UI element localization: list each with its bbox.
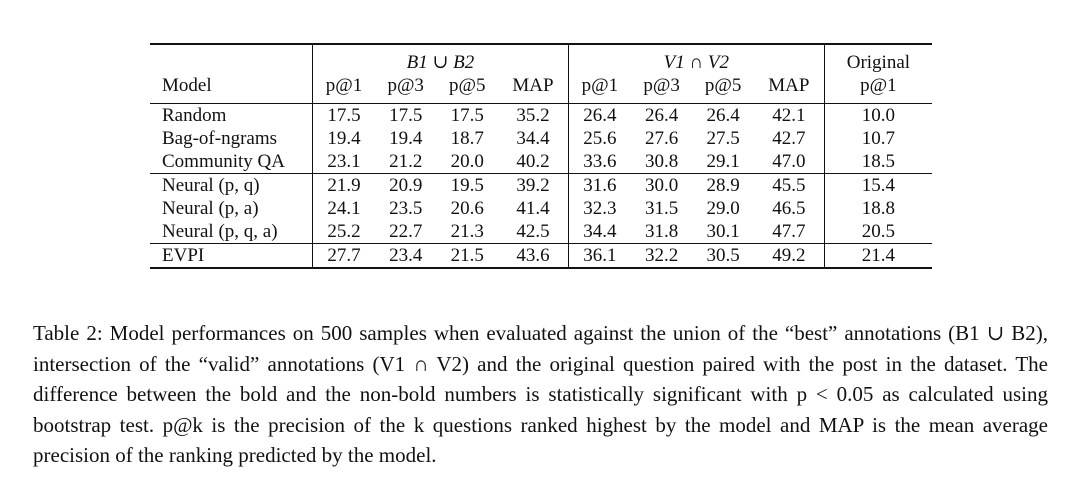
value-cell: 27.7 [311, 243, 375, 268]
value-cell: 30.1 [706, 221, 740, 242]
value-cell: 31.5 [644, 198, 679, 219]
value-cell: 34.4 [567, 220, 631, 244]
value-cell: 19.4 [311, 127, 375, 150]
value-cell: 42.5 [516, 221, 550, 242]
table-row: Neural (p, q, a) 25.2 22.7 21.3 42.5 34.4 31.8… [150, 220, 932, 244]
value-cell: 49.2 [772, 245, 806, 266]
metric-header-8: p@1 [823, 74, 932, 104]
value-cell: 42.1 [772, 105, 806, 126]
value-cell: 20.5 [823, 220, 932, 244]
value-cell: 46.5 [772, 198, 806, 219]
group-header-original: Original [823, 44, 932, 74]
value-cell: 36.1 [567, 243, 631, 268]
value-cell: 26.4 [706, 105, 740, 126]
model-name-cell: Random [162, 105, 227, 126]
value-cell: 33.6 [567, 150, 631, 174]
table-row: EVPI 27.7 23.4 21.5 43.6 36.1 32.2 30.5 49.2 21.4 [150, 243, 932, 268]
value-cell: 26.4 [644, 105, 679, 126]
value-cell: 18.5 [823, 150, 932, 174]
value-cell: 45.5 [772, 175, 806, 196]
value-cell: 17.5 [450, 105, 484, 126]
table-row: Random 17.5 17.5 17.5 35.2 26.4 26.4 26.4 42.1 10… [150, 103, 932, 127]
value-cell: 21.9 [311, 173, 375, 197]
value-cell: 23.4 [389, 245, 423, 266]
value-cell: 10.7 [823, 127, 932, 150]
value-cell: 10.0 [823, 103, 932, 127]
metric-header-5: p@3 [643, 75, 680, 96]
value-cell: 20.6 [450, 198, 484, 219]
value-cell: 34.4 [516, 128, 550, 149]
value-cell: 40.2 [516, 151, 550, 172]
value-cell: 47.7 [772, 221, 806, 242]
value-cell: 21.2 [389, 151, 423, 172]
metric-header-2: p@5 [449, 75, 486, 96]
value-cell: 47.0 [772, 151, 806, 172]
table-row: Community QA 23.1 21.2 20.0 40.2 33.6 30.8 29.1… [150, 150, 932, 174]
value-cell: 30.8 [644, 151, 679, 172]
value-cell: 17.5 [389, 105, 423, 126]
value-cell: 29.0 [706, 198, 740, 219]
value-cell: 23.5 [389, 198, 423, 219]
value-cell: 25.6 [567, 127, 631, 150]
value-cell: 31.6 [567, 173, 631, 197]
value-cell: 24.1 [311, 197, 375, 220]
model-name-cell: Neural (p, q, a) [162, 221, 278, 242]
table-body: Random 17.5 17.5 17.5 35.2 26.4 26.4 26.4 42.1 10… [150, 103, 932, 268]
model-name-cell: EVPI [162, 245, 205, 266]
value-cell: 43.6 [516, 245, 550, 266]
model-header-spacer [150, 44, 313, 74]
results-table: B1 ∪ B2 V1 ∩ V2 Original Model p@1 p@3 p@5… [150, 43, 932, 269]
value-cell: 15.4 [823, 173, 932, 197]
table-row: Neural (p, q) 21.9 20.9 19.5 39.2 31.6 30.0 28.… [150, 173, 932, 197]
value-cell: 29.1 [706, 151, 740, 172]
value-cell: 31.8 [644, 221, 679, 242]
results-table-container: B1 ∪ B2 V1 ∩ V2 Original Model p@1 p@3 p@5… [150, 43, 932, 269]
table-row: Neural (p, a) 24.1 23.5 20.6 41.4 32.3 31.5 29.… [150, 197, 932, 220]
value-cell: 17.5 [311, 103, 375, 127]
metric-header-7: MAP [768, 75, 810, 96]
value-cell: 41.4 [516, 198, 550, 219]
metric-header-3: MAP [512, 75, 554, 96]
model-name-cell: Community QA [162, 151, 285, 172]
value-cell: 20.0 [450, 151, 484, 172]
metric-header-row: Model p@1 p@3 p@5 MAP p@1 p@3 p@5 MAP p@1 [150, 74, 932, 104]
value-cell: 27.6 [644, 128, 679, 149]
value-cell: 30.5 [706, 245, 740, 266]
value-cell: 32.2 [644, 245, 679, 266]
value-cell: 42.7 [772, 128, 806, 149]
value-cell: 20.9 [389, 175, 423, 196]
model-column-header: Model [162, 75, 212, 96]
value-cell: 25.2 [311, 220, 375, 244]
metric-header-6: p@5 [704, 75, 742, 96]
value-cell: 27.5 [706, 128, 740, 149]
group-header-v1-intersect-v2: V1 ∩ V2 [567, 44, 825, 74]
value-cell: 19.4 [389, 128, 423, 149]
value-cell: 26.4 [567, 103, 631, 127]
value-cell: 18.8 [823, 197, 932, 220]
table-row: Bag-of-ngrams 19.4 19.4 18.7 34.4 25.6 27.6 27.… [150, 127, 932, 150]
value-cell: 18.7 [450, 128, 484, 149]
value-cell: 19.5 [450, 175, 484, 196]
value-cell: 35.2 [516, 105, 550, 126]
value-cell: 22.7 [389, 221, 423, 242]
value-cell: 28.9 [706, 175, 740, 196]
value-cell: 21.3 [450, 221, 484, 242]
value-cell: 32.3 [567, 197, 631, 220]
value-cell: 30.0 [644, 175, 679, 196]
model-name-cell: Bag-of-ngrams [162, 128, 278, 149]
metric-header-0: p@1 [311, 74, 375, 104]
value-cell: 21.5 [450, 245, 484, 266]
value-cell: 23.1 [311, 150, 375, 174]
metric-header-1: p@3 [387, 75, 424, 96]
group-header-row: B1 ∪ B2 V1 ∩ V2 Original [150, 44, 932, 74]
value-cell: 39.2 [516, 175, 550, 196]
table-caption: Table 2: Model performances on 500 sampl… [33, 321, 1048, 467]
group-header-b1-union-b2: B1 ∪ B2 [312, 44, 569, 74]
model-name-cell: Neural (p, a) [162, 198, 259, 219]
model-name-cell: Neural (p, q) [162, 175, 260, 196]
metric-header-4: p@1 [567, 74, 631, 104]
value-cell: 21.4 [823, 243, 932, 268]
